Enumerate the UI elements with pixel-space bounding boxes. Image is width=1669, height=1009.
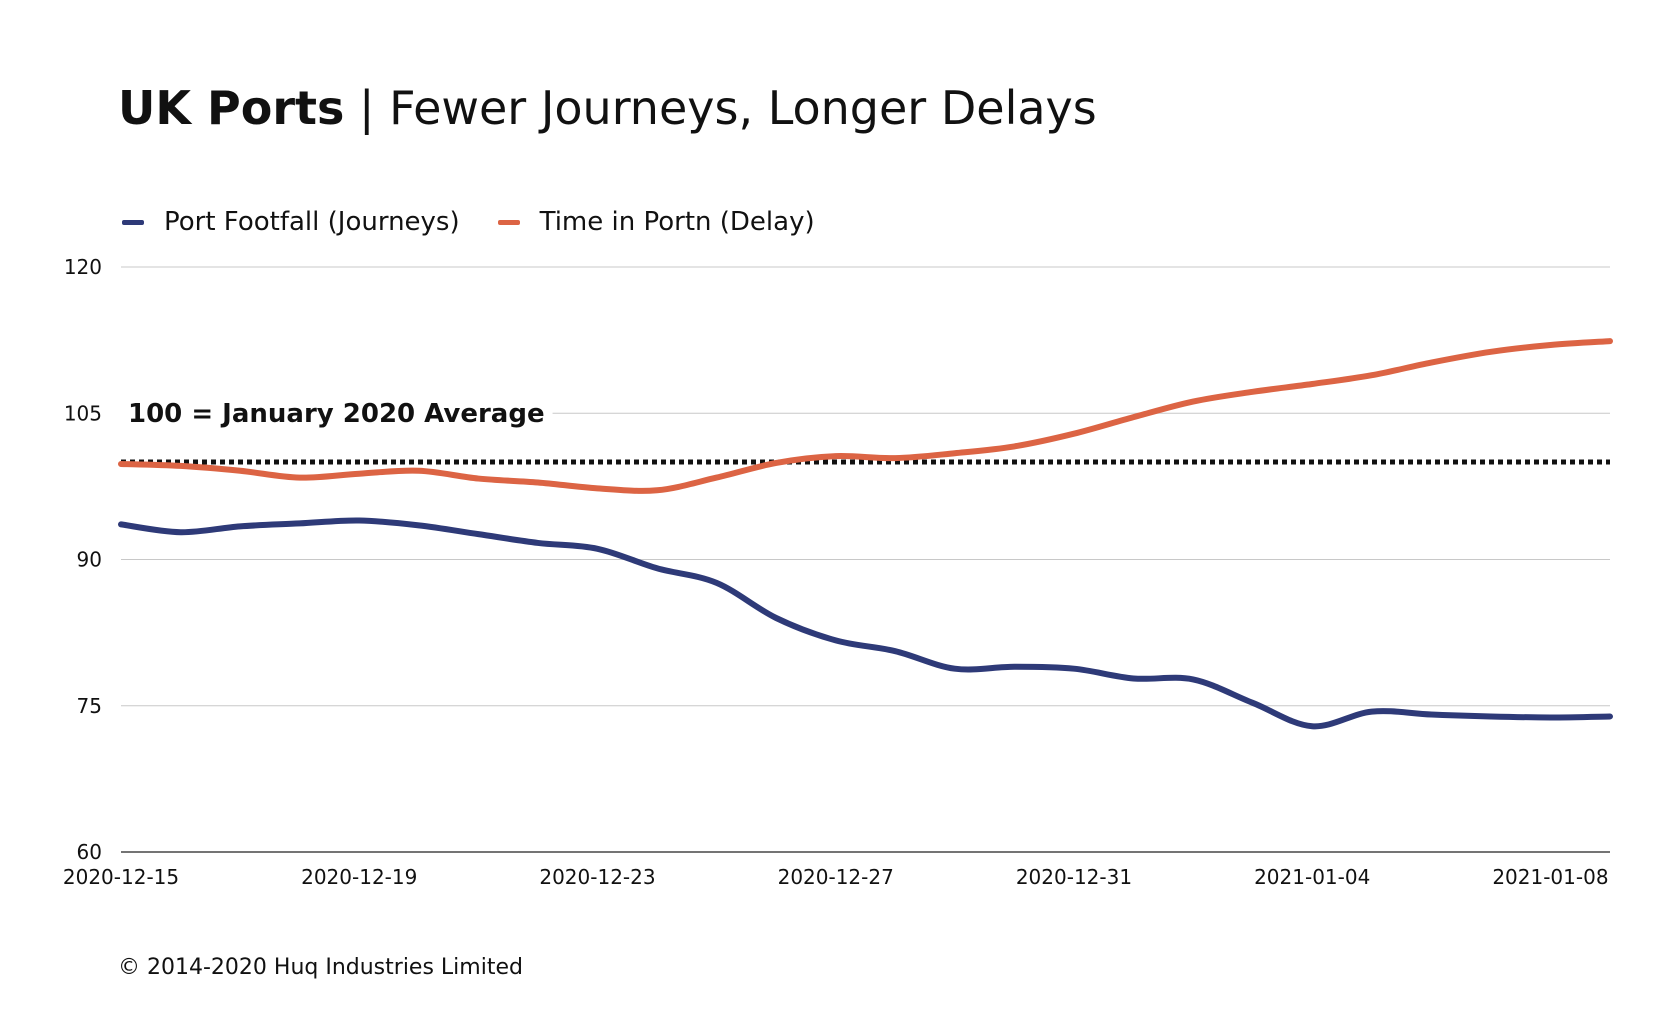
data-point-delay-2021-01-08 <box>1547 342 1553 348</box>
axes: 60 75 90 105 120 2020-12-15 2020-12-19 2020-12-… <box>63 255 1610 889</box>
legend-label-footfall: Port Footfall (Journeys) <box>164 207 460 237</box>
data-point-delay-2020-12-21 <box>475 476 481 482</box>
data-point-footfall-2020-12-31 <box>1071 666 1077 672</box>
data-point-footfall-2020-12-25 <box>714 580 720 586</box>
data-point-delay-2020-12-26 <box>773 460 779 466</box>
y-tick-label-75: 75 <box>77 694 102 718</box>
data-point-footfall-2020-12-15 <box>118 521 124 527</box>
data-point-delay-2020-12-30 <box>1011 443 1017 449</box>
y-tick-label-120: 120 <box>64 255 102 279</box>
y-tick-label-60: 60 <box>77 840 102 864</box>
data-point-delay-2020-12-22 <box>535 479 541 485</box>
data-point-footfall-2021-01-08 <box>1547 714 1553 720</box>
data-point-delay-2020-12-18 <box>297 475 303 481</box>
data-point-footfall-2020-12-29 <box>952 666 958 672</box>
x-tick-label-2020-12-23: 2020-12-23 <box>539 865 655 889</box>
data-point-footfall-2020-12-23 <box>594 546 600 552</box>
data-point-footfall-2020-12-19 <box>356 518 362 524</box>
reference-label: 100 = January 2020 Average <box>128 399 545 429</box>
series-line-footfall <box>118 517 1613 730</box>
data-point-footfall-2020-12-16 <box>178 529 184 535</box>
data-point-footfall-2021-01-05 <box>1369 709 1375 715</box>
data-point-delay-2020-12-20 <box>416 468 422 474</box>
data-point-delay-2021-01-09 <box>1607 338 1613 344</box>
x-tick-label-2021-01-08: 2021-01-08 <box>1492 865 1608 889</box>
data-point-delay-2021-01-06 <box>1428 360 1434 366</box>
y-tick-label-105: 105 <box>64 401 102 425</box>
data-point-delay-2021-01-01 <box>1131 414 1137 420</box>
data-point-footfall-2021-01-01 <box>1131 675 1137 681</box>
reference-label-group: 100 = January 2020 Average <box>120 390 553 434</box>
data-point-delay-2020-12-17 <box>237 468 243 474</box>
legend-item-delay[interactable]: Time in Portn (Delay) <box>497 207 815 237</box>
series-line-delay <box>118 338 1613 494</box>
data-point-delay-2020-12-23 <box>594 485 600 491</box>
reference-label-background <box>120 390 553 434</box>
chart-title: UK Ports | Fewer Journeys, Longer Delays <box>118 78 1097 138</box>
data-point-footfall-2020-12-24 <box>654 565 660 571</box>
data-point-footfall-2021-01-04 <box>1309 723 1315 729</box>
data-point-footfall-2020-12-27 <box>833 637 839 643</box>
x-tick-label-2020-12-27: 2020-12-27 <box>778 865 894 889</box>
data-point-delay-2020-12-31 <box>1071 431 1077 437</box>
data-point-delay-2020-12-19 <box>356 471 362 477</box>
data-point-footfall-2021-01-07 <box>1488 713 1494 719</box>
series-delay <box>118 338 1613 494</box>
data-point-footfall-2020-12-18 <box>297 520 303 526</box>
x-tick-label-2020-12-15: 2020-12-15 <box>63 865 179 889</box>
data-point-footfall-2020-12-21 <box>475 531 481 537</box>
x-tick-label-2021-01-04: 2021-01-04 <box>1254 865 1370 889</box>
data-point-delay-2021-01-04 <box>1309 381 1315 387</box>
legend-label-delay: Time in Portn (Delay) <box>539 207 815 237</box>
data-point-footfall-2020-12-30 <box>1011 664 1017 670</box>
data-point-delay-2020-12-24 <box>654 487 660 493</box>
y-tick-label-90: 90 <box>77 548 102 572</box>
data-point-footfall-2021-01-09 <box>1607 713 1613 719</box>
series-group <box>118 338 1613 730</box>
data-point-footfall-2021-01-02 <box>1190 676 1196 682</box>
x-tick-label-2020-12-19: 2020-12-19 <box>301 865 417 889</box>
data-point-footfall-2020-12-17 <box>237 523 243 529</box>
chart-title-rest: | Fewer Journeys, Longer Delays <box>344 81 1097 135</box>
legend-swatch-delay <box>497 219 520 225</box>
series-footfall <box>118 517 1613 730</box>
data-point-footfall-2020-12-26 <box>773 615 779 621</box>
data-point-delay-2021-01-03 <box>1250 389 1256 395</box>
data-point-delay-2020-12-16 <box>178 463 184 469</box>
chart-legend: Port Footfall (Journeys) Time in Portn (… <box>122 204 853 240</box>
annotations: 100 = January 2020 Average <box>120 390 553 434</box>
data-point-footfall-2020-12-28 <box>892 648 898 654</box>
data-point-delay-2021-01-07 <box>1488 349 1494 355</box>
data-point-delay-2021-01-05 <box>1369 372 1375 378</box>
data-point-footfall-2021-01-06 <box>1428 712 1434 718</box>
x-tick-label-2020-12-31: 2020-12-31 <box>1016 865 1132 889</box>
data-point-delay-2020-12-27 <box>833 453 839 459</box>
data-point-delay-2020-12-29 <box>952 450 958 456</box>
chart-title-bold: UK Ports <box>118 81 345 135</box>
data-point-footfall-2021-01-03 <box>1250 700 1256 706</box>
data-point-footfall-2020-12-20 <box>416 522 422 528</box>
legend-swatch-footfall <box>122 219 144 225</box>
grid-lines <box>121 266 1610 707</box>
copyright-footer: © 2014-2020 Huq Industries Limited <box>118 955 523 980</box>
data-point-delay-2020-12-15 <box>118 461 124 467</box>
data-point-footfall-2020-12-22 <box>535 540 541 546</box>
data-point-delay-2020-12-28 <box>892 455 898 461</box>
legend-item-footfall[interactable]: Port Footfall (Journeys) <box>122 207 460 237</box>
data-point-delay-2020-12-25 <box>714 475 720 481</box>
data-point-delay-2021-01-02 <box>1190 399 1196 405</box>
